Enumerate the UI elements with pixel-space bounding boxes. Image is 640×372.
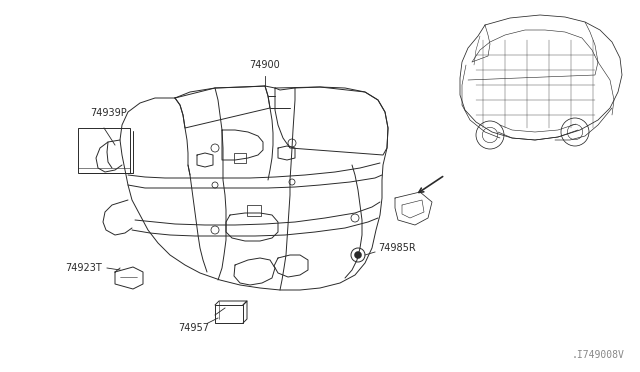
Bar	[247, 205, 261, 216]
Text: 74939P: 74939P	[90, 108, 127, 118]
Circle shape	[355, 251, 362, 259]
Text: 74923T: 74923T	[65, 263, 102, 273]
Text: 74900: 74900	[250, 60, 280, 70]
Text: .I749008V: .I749008V	[572, 350, 625, 360]
Text: 74985R: 74985R	[378, 243, 416, 253]
Text: 74957: 74957	[178, 323, 209, 333]
Bar	[78, 128, 130, 173]
Bar	[234, 153, 246, 163]
